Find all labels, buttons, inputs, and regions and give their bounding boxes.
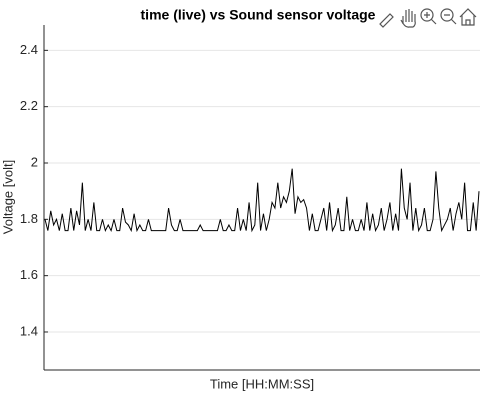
zoom-out-handle [444, 14, 457, 25]
zoom-out-icon[interactable] [440, 8, 454, 22]
home-icon[interactable] [459, 8, 477, 26]
zoom-in-icon[interactable] [420, 8, 434, 22]
y-tick-label: 1.8 [20, 211, 38, 226]
y-tick-label: 2.2 [20, 98, 38, 113]
pan-icon[interactable] [400, 9, 416, 28]
toolbar-icons [379, 8, 477, 28]
chart-title: time (live) vs Sound sensor voltage [141, 7, 376, 23]
y-axis-label: Voltage [volt] [0, 160, 15, 234]
y-tick-label: 2 [31, 154, 38, 169]
zoom-in-handle [424, 12, 437, 25]
data-line [44, 168, 480, 233]
y-tick-label: 1.6 [20, 267, 38, 282]
y-tick-label: 2.4 [20, 42, 38, 57]
plot-area [44, 25, 480, 370]
brush-icon[interactable] [379, 13, 394, 28]
x-axis-label: Time [HH:MM:SS] [210, 376, 314, 391]
y-tick-label: 1.4 [20, 323, 38, 338]
